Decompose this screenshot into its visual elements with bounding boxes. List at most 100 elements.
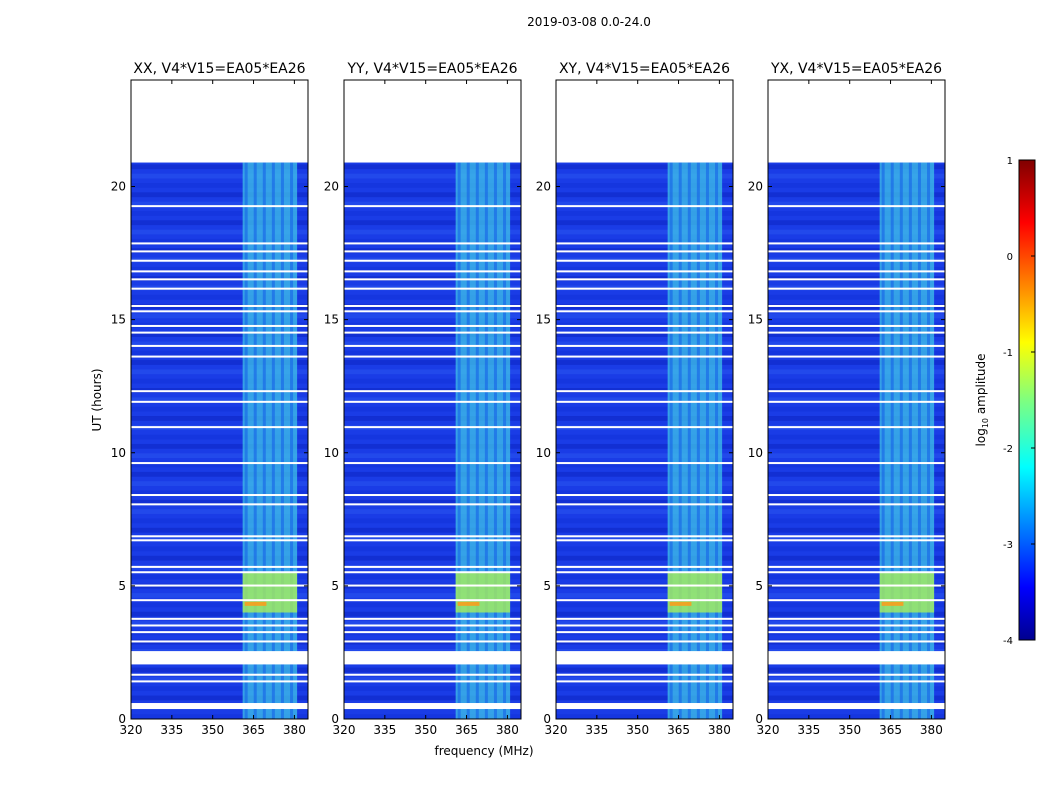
flagged-row-xx: [131, 205, 308, 208]
noise-stripe-yy: [344, 229, 521, 235]
noise-stripe-yx: [768, 173, 945, 179]
noise-stripe-xy: [556, 462, 733, 468]
rfi-gap-yy: [466, 162, 470, 720]
flagged-row-xy: [556, 624, 733, 627]
colorbar-tick-label: -4: [1003, 636, 1013, 647]
y-axis-label: UT (hours): [90, 368, 104, 431]
flagged-row-xx: [131, 324, 308, 327]
flagged-row-yy: [344, 400, 521, 403]
noise-stripe-xy: [556, 238, 733, 244]
flagged-row-yy: [344, 310, 521, 313]
flagged-row-yy: [344, 278, 521, 281]
flagged-row-yx: [768, 680, 945, 683]
flagged-row-yy: [344, 344, 521, 347]
flagged-row-yy: [344, 462, 521, 465]
y-tick-label-xy: 10: [536, 446, 551, 460]
noise-stripe-xx: [131, 490, 308, 496]
flagged-row-yx: [768, 673, 945, 676]
y-tick-label-yx: 10: [748, 446, 763, 460]
noise-stripe-xx: [131, 406, 308, 412]
noise-stripe-xx: [131, 695, 308, 701]
noise-stripe-yy: [344, 201, 521, 207]
noise-stripe-yx: [768, 667, 945, 673]
noise-stripe-xy: [556, 192, 733, 198]
flagged-row-xy: [556, 584, 733, 587]
noise-stripe-yx: [768, 695, 945, 701]
y-tick-label-yx: 20: [748, 180, 763, 194]
noise-stripe-xx: [131, 714, 308, 719]
flagged-row-xx: [131, 584, 308, 587]
x-tick-label-yx: 350: [838, 723, 861, 737]
flagged-row-yx: [768, 331, 945, 334]
flagged-row-yx: [768, 344, 945, 347]
noise-stripe-xy: [556, 667, 733, 673]
noise-stripe-yy: [344, 714, 521, 719]
flagged-block-yx: [768, 703, 945, 709]
flagged-row-xx: [131, 535, 308, 538]
flagged-row-xx: [131, 250, 308, 253]
flagged-row-yy: [344, 331, 521, 334]
noise-stripe-xy: [556, 509, 733, 514]
axes-frame-xy: [555, 79, 734, 720]
noise-stripe-yy: [344, 397, 521, 403]
noise-stripe-xy: [556, 490, 733, 496]
flagged-row-xx: [131, 494, 308, 497]
flagged-row-yx: [768, 584, 945, 587]
noise-stripe-xx: [131, 229, 308, 235]
noise-stripe-yy: [344, 499, 521, 505]
y-tick-label-yy: 5: [331, 579, 339, 593]
flagged-row-yy: [344, 503, 521, 506]
colorbar-tick-label: 1: [1007, 156, 1013, 167]
noise-stripe-yy: [344, 602, 521, 608]
noise-stripe-yx: [768, 593, 945, 598]
flagged-row-xy: [556, 278, 733, 281]
noise-stripe-yx: [768, 443, 945, 449]
noise-stripe-xx: [131, 313, 308, 319]
flagged-row-xy: [556, 259, 733, 262]
flagged-row-yx: [768, 624, 945, 627]
colorbar-label: log10 amplitude: [974, 354, 990, 447]
noise-stripe-xx: [131, 173, 308, 179]
noise-stripe-xx: [131, 667, 308, 673]
noise-stripe-yy: [344, 481, 521, 487]
colorbar-label-sub: 10: [981, 418, 990, 428]
noise-stripe-yx: [768, 369, 945, 375]
rfi-hotspot-xy: [669, 601, 692, 606]
x-tick-label-xx: 350: [201, 723, 224, 737]
rfi-gap-xx: [262, 162, 266, 720]
y-tick-label-xy: 5: [543, 579, 551, 593]
noise-stripe-xy: [556, 406, 733, 412]
noise-stripe-yx: [768, 518, 945, 524]
noise-stripe-yy: [344, 173, 521, 179]
rfi-burst-xy: [667, 572, 723, 613]
flagged-row-yy: [344, 631, 521, 634]
flagged-row-yx: [768, 640, 945, 643]
flagged-row-yy: [344, 205, 521, 208]
flagged-row-xx: [131, 680, 308, 683]
noise-stripe-yx: [768, 238, 945, 244]
rfi-gap-xx: [244, 162, 248, 720]
noise-stripe-xy: [556, 434, 733, 440]
x-tick-label-yy: 350: [414, 723, 437, 737]
flagged-row-yy: [344, 617, 521, 620]
noise-stripe-xx: [131, 462, 308, 468]
noise-stripe-xx: [131, 238, 308, 244]
flagged-row-xx: [131, 503, 308, 506]
flagged-row-yx: [768, 270, 945, 273]
noise-stripe-yy: [344, 471, 521, 477]
rfi-gap-yy: [493, 162, 497, 720]
x-tick-label-xx: 380: [283, 723, 306, 737]
flagged-row-xy: [556, 673, 733, 676]
noise-stripe-yx: [768, 490, 945, 496]
noise-stripe-yy: [344, 378, 521, 384]
flagged-block-xy: [556, 651, 733, 665]
flagged-block-yy: [344, 651, 521, 665]
noise-stripe-xy: [556, 453, 733, 459]
noise-stripe-yx: [768, 266, 945, 272]
flagged-row-xy: [556, 640, 733, 643]
x-tick-label-xx: 320: [120, 723, 143, 737]
flagged-row-yx: [768, 617, 945, 620]
noise-stripe-yx: [768, 294, 945, 300]
noise-stripe-yy: [344, 490, 521, 496]
